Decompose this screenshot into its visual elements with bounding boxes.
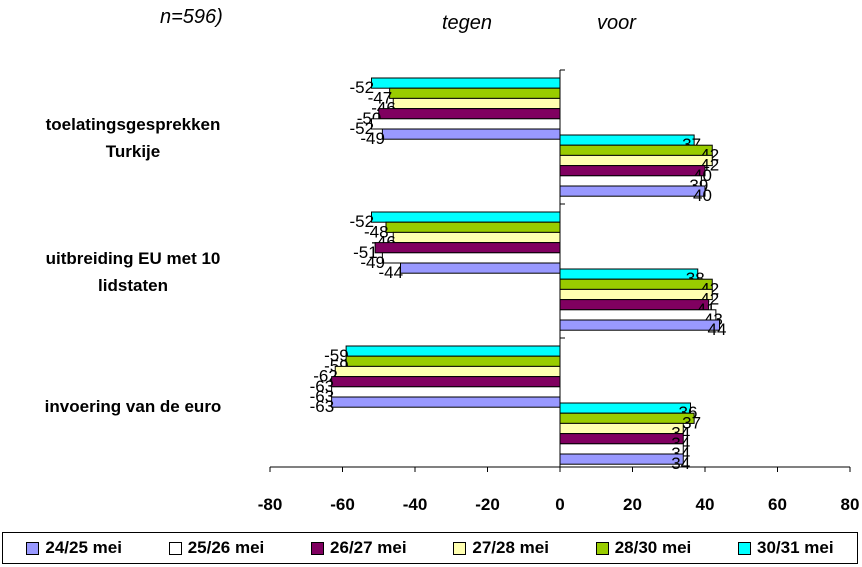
bar-voor (559, 402, 691, 414)
data-label: 40 (693, 186, 712, 205)
bar-tegen (345, 355, 561, 367)
bar-voor (559, 134, 695, 146)
legend-label: 25/26 mei (187, 538, 265, 557)
bar-voor (559, 154, 713, 167)
bar-tegen (371, 118, 561, 130)
bar-tegen (381, 128, 561, 140)
bar-tegen (400, 262, 561, 274)
bar-tegen (331, 396, 561, 408)
x-tick-label: 80 (841, 495, 860, 514)
bar-tegen (389, 87, 561, 99)
data-label: -52 (350, 119, 375, 138)
data-label: -52 (350, 212, 375, 231)
data-label: -47 (368, 88, 393, 107)
legend-item: 27/28 mei (453, 538, 549, 558)
data-label: -48 (364, 222, 389, 241)
bar-voor (559, 412, 695, 424)
x-tick-label: -80 (258, 495, 283, 514)
bar-voor (559, 319, 720, 331)
bar-tegen (392, 231, 561, 244)
legend-label: 24/25 mei (45, 538, 122, 557)
bar-voor (559, 185, 706, 197)
x-tick-label: 40 (696, 495, 715, 514)
bar-tegen (371, 77, 561, 89)
data-label: -51 (353, 243, 378, 262)
category-label: toelatingsgesprekken Turkije (45, 115, 221, 161)
x-tick-label: 0 (555, 495, 564, 514)
chart-legend: 24/25 mei 25/26 mei 26/27 mei 27/28 mei 28/3… (2, 532, 858, 564)
x-tick-label: -60 (330, 495, 355, 514)
bar-voor (559, 443, 684, 455)
bar-voor (559, 144, 713, 156)
partial-title: n=596) (160, 6, 223, 28)
legend-item: 28/30 mei (595, 538, 692, 558)
legend-item: 30/31 mei (738, 538, 834, 558)
legend-label: 28/30 mei (614, 538, 692, 557)
data-label: 34 (671, 454, 690, 473)
data-label: 37 (682, 413, 701, 432)
x-tick-label: -20 (475, 495, 500, 514)
legend-swatch (595, 541, 609, 555)
legend-swatch (26, 541, 40, 555)
bar-tegen (371, 211, 561, 223)
bar-tegen (374, 242, 561, 254)
category-label: uitbreiding EU met 10 lidstaten (45, 249, 221, 295)
bar-voor (559, 278, 713, 290)
legend-label: 26/27 mei (330, 538, 407, 557)
bar-voor (559, 165, 706, 177)
bar-tegen (385, 221, 561, 233)
x-tick-label: 20 (623, 495, 642, 514)
legend-item: 25/26 mei (168, 538, 265, 558)
data-label: -44 (379, 263, 404, 282)
bar-voor (559, 309, 717, 321)
data-label: -49 (360, 253, 385, 272)
bar-voor (559, 268, 699, 280)
bar-tegen (331, 386, 561, 398)
bar-chart: -80-60-40-20020406080-52-47-46-50-52-49-… (258, 69, 860, 514)
x-tick-label: 60 (768, 495, 787, 514)
x-tick-label: -40 (403, 495, 428, 514)
bar-voor (559, 433, 684, 445)
legend-label: 30/31 mei (757, 538, 834, 557)
legend-label: 27/28 mei (472, 538, 549, 557)
bar-tegen (345, 345, 561, 357)
bar-voor (559, 422, 684, 435)
bar-tegen (378, 108, 561, 120)
data-label: 44 (708, 320, 727, 339)
category-label: invoering van de euro (44, 396, 222, 416)
bar-tegen (334, 365, 561, 378)
bar-tegen (331, 376, 561, 388)
data-label: -49 (360, 129, 385, 148)
data-label: -63 (310, 377, 335, 396)
legend-item: 26/27 mei (311, 538, 407, 558)
data-label: -59 (324, 346, 349, 365)
bar-tegen (381, 252, 561, 264)
data-label: -63 (310, 387, 335, 406)
legend-swatch (453, 541, 467, 555)
tegen-label: tegen (442, 12, 493, 34)
bar-voor (559, 453, 684, 465)
bar-voor (559, 299, 710, 311)
bar-voor (559, 175, 702, 187)
data-label: -52 (350, 78, 375, 97)
voor-label: voor (597, 12, 636, 34)
legend-swatch (311, 541, 325, 555)
legend-item: 24/25 mei (26, 538, 122, 558)
bar-tegen (392, 97, 561, 110)
data-label: -63 (310, 397, 335, 416)
legend-swatch (738, 541, 752, 555)
legend-swatch (168, 541, 182, 555)
bar-voor (559, 288, 713, 301)
